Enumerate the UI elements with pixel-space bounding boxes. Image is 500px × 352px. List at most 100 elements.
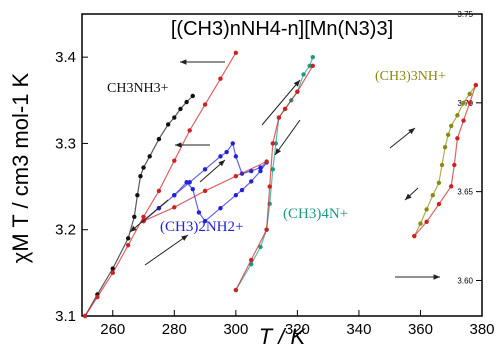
data-point bbox=[218, 205, 223, 211]
series-label-ch3nh3: CH3NH3+ bbox=[107, 81, 169, 96]
data-point bbox=[442, 145, 448, 150]
data-point bbox=[172, 158, 177, 163]
plot-frame bbox=[81, 13, 483, 317]
data-point bbox=[424, 207, 429, 212]
data-point bbox=[436, 180, 442, 185]
x-tick-label: 360 bbox=[408, 321, 433, 338]
data-point bbox=[258, 165, 263, 170]
data-point bbox=[473, 82, 479, 88]
data-point bbox=[202, 218, 208, 224]
arrow-head bbox=[275, 148, 281, 155]
data-point bbox=[202, 167, 208, 172]
x-tick-label: 380 bbox=[469, 321, 494, 338]
annotation-arrow bbox=[261, 79, 301, 126]
data-point bbox=[135, 193, 140, 198]
series-line bbox=[235, 56, 314, 291]
axis-ticks: 260 280 300 320 340 360 380 3.1 3.2 3.3 3.4 3.60 3.6… bbox=[55, 10, 494, 338]
data-point bbox=[239, 187, 245, 193]
data-point bbox=[110, 270, 115, 276]
data-point bbox=[187, 180, 192, 185]
data-point bbox=[276, 115, 282, 120]
data-point bbox=[418, 221, 423, 226]
data-point bbox=[461, 100, 466, 106]
y-tick-label: 3.1 bbox=[55, 308, 76, 325]
series-label-ch3-2nh2: (CH3)2NH2+ bbox=[160, 219, 243, 235]
data-layer bbox=[82, 50, 479, 319]
data-point bbox=[455, 113, 460, 118]
data-point bbox=[165, 122, 171, 127]
arrow-head bbox=[130, 225, 137, 232]
data-point bbox=[449, 184, 454, 189]
x-tick-label: 340 bbox=[346, 321, 371, 338]
data-point bbox=[258, 168, 263, 174]
data-point bbox=[452, 162, 457, 168]
data-point bbox=[202, 102, 208, 107]
annotation-arrow bbox=[129, 199, 169, 233]
x-axis-label: T / K bbox=[259, 324, 307, 349]
y-tick-label: 3.3 bbox=[55, 135, 76, 152]
y-tick-label: 3.4 bbox=[55, 49, 76, 66]
series-line bbox=[143, 141, 268, 222]
data-point bbox=[190, 93, 195, 99]
annotation-arrow bbox=[274, 119, 301, 156]
x-tick-label: 260 bbox=[100, 321, 125, 338]
data-point bbox=[249, 179, 254, 184]
data-point bbox=[233, 174, 239, 179]
data-point bbox=[310, 54, 315, 60]
data-point bbox=[233, 193, 239, 198]
series-line bbox=[235, 65, 314, 291]
data-point bbox=[264, 227, 269, 232]
data-point bbox=[301, 72, 306, 77]
data-point bbox=[190, 186, 195, 192]
chart-title: [(CH3)nNH4-n][Mn(N3)3] bbox=[171, 18, 393, 40]
data-point bbox=[233, 154, 239, 159]
data-point bbox=[270, 141, 275, 146]
arrow-head bbox=[433, 274, 440, 280]
data-point bbox=[95, 294, 100, 300]
data-point bbox=[184, 180, 189, 185]
x-tick-label: 320 bbox=[285, 321, 310, 338]
annotation-arrow bbox=[144, 234, 189, 266]
arrow-head bbox=[293, 80, 300, 87]
x-tick-label: 280 bbox=[162, 321, 187, 338]
data-point bbox=[461, 118, 466, 123]
data-point bbox=[233, 50, 239, 56]
data-point bbox=[224, 149, 229, 155]
data-point bbox=[178, 106, 183, 112]
data-point bbox=[264, 159, 269, 164]
data-point bbox=[436, 201, 442, 207]
data-point bbox=[82, 313, 88, 319]
arrow-head bbox=[175, 142, 182, 148]
data-point bbox=[184, 99, 189, 105]
data-point bbox=[258, 244, 263, 250]
arrow-head bbox=[218, 160, 225, 167]
data-point bbox=[310, 63, 315, 68]
data-point bbox=[125, 236, 131, 241]
right-y-tick-label: 3.75 bbox=[457, 10, 473, 19]
data-point bbox=[430, 193, 435, 198]
arrow-head bbox=[408, 128, 415, 135]
data-point bbox=[187, 128, 192, 133]
data-point bbox=[273, 141, 279, 146]
data-point bbox=[172, 115, 177, 120]
data-point bbox=[249, 257, 254, 263]
data-point bbox=[455, 136, 460, 141]
data-point bbox=[196, 210, 202, 215]
data-point bbox=[295, 89, 300, 94]
data-point bbox=[267, 184, 272, 189]
series-label-ch3-3nh: (CH3)3NH+ bbox=[375, 69, 446, 84]
data-point bbox=[147, 154, 152, 159]
data-point bbox=[138, 174, 143, 179]
data-point bbox=[270, 167, 275, 172]
data-point bbox=[412, 233, 417, 239]
y-axis-label: χM T / cm3 mol-1 K bbox=[8, 72, 33, 263]
data-point bbox=[449, 123, 454, 129]
data-point bbox=[202, 188, 208, 194]
data-point bbox=[439, 162, 445, 168]
data-point bbox=[424, 219, 429, 225]
data-point bbox=[172, 193, 177, 198]
data-point bbox=[132, 214, 137, 219]
x-tick-label: 300 bbox=[223, 321, 248, 338]
data-point bbox=[156, 136, 162, 142]
